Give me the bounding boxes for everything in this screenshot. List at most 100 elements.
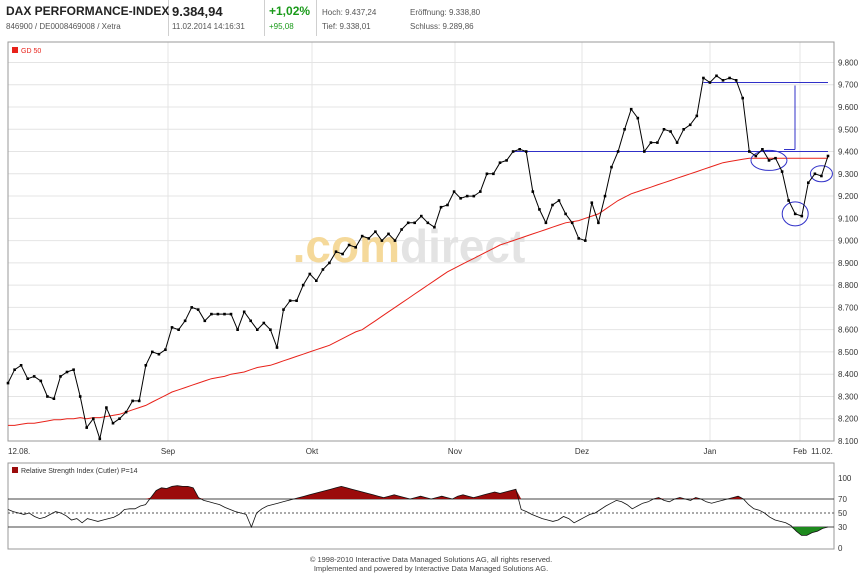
price-point: [446, 203, 449, 207]
price-point: [452, 190, 456, 193]
main-plot-frame: [7, 41, 835, 442]
quote-header: DAX PERFORMANCE-INDEX 846900 / DE0008469…: [0, 0, 862, 38]
price-layer: [6, 74, 830, 441]
price-point: [118, 417, 121, 420]
price-point: [780, 170, 784, 173]
price-point: [111, 421, 115, 425]
price-point: [734, 79, 738, 82]
price-point: [616, 150, 620, 153]
price-point: [72, 368, 75, 371]
watermark-part2: direct: [400, 220, 525, 272]
price-point: [498, 161, 502, 164]
x-tick-label: 11.02.: [811, 447, 833, 456]
rsi-y-tick-label: 70: [838, 495, 847, 504]
price-point: [551, 203, 554, 207]
low-value: Tief: 9.338,01: [322, 22, 371, 31]
high-value: Hoch: 9.437,24: [322, 8, 377, 17]
price-point: [564, 212, 567, 216]
price-point: [32, 375, 36, 378]
price-point: [433, 225, 436, 229]
instrument-name: DAX PERFORMANCE-INDEX: [6, 4, 170, 18]
main-y-axis: 8.100 8.200 8.300 8.400 8.500 8.600 8.700 8.800…: [838, 58, 859, 446]
price-point: [597, 221, 600, 225]
price-point: [656, 141, 659, 144]
price-point: [196, 308, 200, 311]
x-tick-label: Nov: [448, 447, 462, 456]
rsi-plot-frame: [7, 462, 835, 550]
price-point: [695, 114, 699, 118]
y-tick-label: 8.200: [838, 415, 859, 424]
instrument-cell: DAX PERFORMANCE-INDEX 846900 / DE0008469…: [0, 0, 169, 36]
rsi-layer: [7, 485, 834, 536]
price-point: [826, 154, 830, 158]
price-chart-svg: .com direct GD 50 8.1008.2008.3008.4008.…: [6, 41, 859, 553]
price-point: [183, 319, 187, 323]
price-point: [242, 310, 246, 314]
change-percent: +1,02%: [269, 4, 311, 18]
highlight-circle: [809, 165, 833, 183]
price-point: [131, 399, 134, 403]
footer: © 1998-2010 Interactive Data Managed Sol…: [0, 555, 862, 573]
y-tick-label: 9.700: [838, 81, 859, 90]
price-point: [78, 395, 82, 398]
x-tick-label: 12.08.: [8, 447, 30, 456]
instrument-ids: 846900 / DE0008469008 / Xetra: [6, 22, 121, 31]
price-point: [170, 326, 174, 329]
price-point: [52, 397, 56, 400]
price-point: [505, 159, 508, 162]
price-point: [92, 417, 95, 420]
price-point: [216, 312, 220, 316]
change-cell: +1,02% +95,08: [264, 0, 317, 36]
price-point: [400, 228, 403, 231]
price-point: [295, 299, 298, 302]
legend-ma-label: GD 50: [21, 48, 41, 55]
price-point: [439, 205, 443, 209]
y-tick-label: 9.000: [838, 237, 859, 246]
y-tick-label: 8.600: [838, 326, 859, 335]
price-point: [774, 156, 777, 160]
price-point: [354, 246, 357, 249]
price-point: [761, 148, 764, 151]
price-point: [662, 128, 666, 131]
price-point: [39, 379, 43, 383]
watermark-part1: .com: [293, 220, 400, 272]
price-point: [702, 76, 705, 80]
price-point: [524, 150, 528, 153]
price-point: [669, 130, 672, 133]
price-point: [124, 410, 128, 414]
legend-rsi-label: Relative Strength Index (Cutler) P=14: [21, 468, 138, 475]
price-point: [636, 116, 640, 120]
price-point: [544, 221, 548, 225]
legend-rsi-swatch: [12, 467, 18, 473]
price-point: [256, 328, 259, 331]
ma-line: [8, 157, 828, 426]
price-point: [472, 194, 476, 198]
price-point: [584, 239, 587, 242]
price-point: [374, 230, 377, 233]
y-tick-label: 9.600: [838, 103, 859, 112]
price-point: [236, 328, 239, 331]
y-tick-label: 8.300: [838, 392, 859, 401]
change-absolute: +95,08: [269, 22, 294, 31]
price-point: [190, 306, 193, 309]
price-point: [767, 159, 771, 162]
price-point: [98, 437, 102, 441]
rsi-y-tick-label: 100: [838, 474, 852, 483]
price-point: [262, 321, 266, 325]
y-tick-label: 8.400: [838, 370, 859, 379]
y-tick-label: 8.700: [838, 303, 859, 312]
quote-datetime: 11.02.2014 14:16:31: [172, 22, 245, 31]
price-point: [308, 272, 312, 276]
price-point: [538, 208, 541, 211]
rsi-y-tick-label: 50: [838, 509, 847, 518]
price-point: [105, 406, 108, 409]
copyright-line: © 1998-2010 Interactive Data Managed Sol…: [309, 555, 553, 564]
price-point: [603, 194, 607, 198]
price-point: [380, 239, 384, 242]
price-point: [406, 221, 410, 225]
price-point: [6, 381, 10, 385]
y-tick-label: 9.800: [838, 58, 859, 67]
rsi-oversold-fill: [8, 527, 828, 536]
price-point: [721, 79, 725, 82]
price-point: [708, 81, 712, 84]
